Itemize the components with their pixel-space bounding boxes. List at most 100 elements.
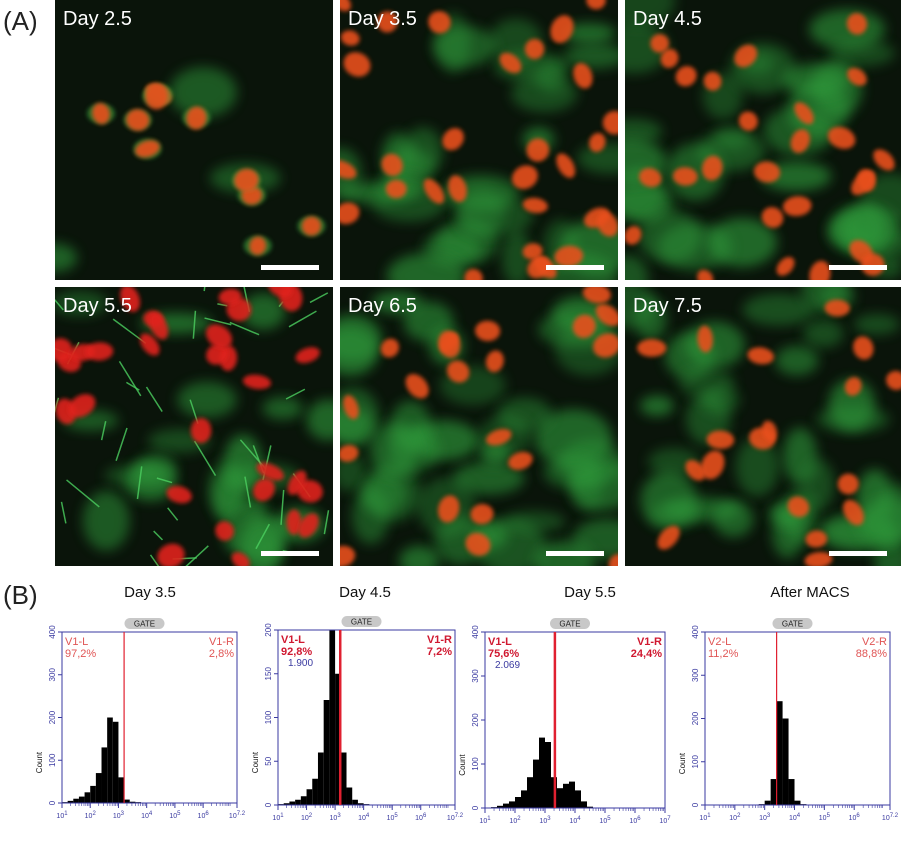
cytoplasm	[511, 75, 577, 112]
cytoplasm	[262, 397, 303, 420]
histogram-bar	[124, 800, 130, 803]
x-tick-label: 103	[759, 813, 771, 822]
image-bg	[55, 0, 333, 280]
x-tick-exponent: 3	[337, 813, 341, 819]
region-value: 11,2%	[708, 648, 739, 660]
x-tick-base: 10	[198, 813, 206, 820]
histogram-bar	[107, 718, 113, 804]
region-label: V1-L	[65, 636, 88, 648]
histogram-bar	[771, 779, 777, 805]
x-tick-exponent: 1	[487, 816, 491, 822]
x-tick-label: 107.2	[447, 813, 464, 822]
x-tick-base: 10	[539, 818, 547, 825]
x-tick-base: 10	[479, 818, 487, 825]
image-label: Day 2.5	[63, 8, 132, 30]
x-tick-base: 10	[659, 818, 667, 825]
region-value: 24,4%	[631, 648, 662, 660]
cytoplasm	[240, 519, 282, 577]
y-tick-label: 400	[471, 625, 480, 639]
cytoplasm	[775, 346, 818, 376]
region-value: 2,8%	[209, 648, 234, 660]
x-tick-exponent: 3	[547, 816, 551, 822]
x-tick-exponent: 6	[205, 811, 209, 817]
cytoplasm	[639, 210, 702, 263]
x-tick-base: 10	[330, 815, 338, 822]
histogram-bar	[96, 773, 102, 803]
histogram-bar	[85, 792, 91, 803]
x-tick-exponent: 7	[667, 816, 671, 822]
region-label: V1-R	[637, 636, 662, 648]
region-value: 7,2%	[427, 646, 452, 658]
scale-bar	[546, 265, 604, 270]
x-tick-base: 10	[849, 815, 857, 822]
x-tick-label: 106	[629, 816, 641, 825]
cytoplasm	[370, 423, 419, 479]
y-tick-label: 200	[48, 710, 57, 724]
y-tick-label: 200	[264, 623, 273, 637]
cytoplasm	[854, 314, 900, 335]
x-tick-label: 104	[569, 816, 581, 825]
cytoplasm	[352, 488, 389, 544]
region-value: 88,8%	[856, 648, 887, 660]
x-tick-base: 10	[358, 815, 366, 822]
x-tick-base: 10	[629, 818, 637, 825]
y-tick-label: 200	[471, 713, 480, 727]
x-tick-label: 102	[301, 813, 313, 822]
cytoplasm	[534, 541, 594, 585]
x-tick-label: 103	[330, 813, 342, 822]
histogram-bar	[777, 701, 783, 805]
y-tick-label: 200	[691, 711, 700, 725]
histogram-bar	[312, 779, 318, 805]
x-tick-label: 102	[509, 816, 521, 825]
x-tick-label: 106	[849, 813, 861, 822]
x-tick-exponent: 4	[577, 816, 581, 822]
micrograph: Day 6.5	[323, 282, 641, 585]
x-tick-exponent: 2	[737, 813, 741, 819]
y-tick-label: 50	[264, 756, 273, 765]
histogram-bar	[324, 700, 330, 805]
x-tick-label: 106	[198, 811, 210, 820]
histogram-bar	[533, 760, 539, 808]
histogram-bar	[307, 789, 313, 805]
x-tick-base: 10	[85, 813, 93, 820]
micrograph: Day 3.5	[320, 0, 642, 303]
image-label: Day 7.5	[633, 295, 702, 317]
marker-value: 1.900	[288, 658, 313, 669]
x-tick-label: 103	[539, 816, 551, 825]
histogram-bar	[102, 747, 108, 803]
scale-bar	[546, 551, 604, 556]
histogram-bar	[509, 801, 515, 808]
histogram-bar	[289, 802, 295, 806]
x-tick-label: 107.2	[229, 811, 246, 820]
x-tick-label: 102	[85, 811, 97, 820]
histogram-bar	[295, 800, 301, 805]
region-value: 97,2%	[65, 648, 96, 660]
histogram-bar	[318, 753, 324, 806]
x-tick-base: 10	[301, 815, 309, 822]
x-tick-base: 10	[759, 815, 767, 822]
y-tick-label: 0	[691, 802, 700, 807]
y-tick-label: 150	[264, 667, 273, 681]
cytoplasm	[742, 294, 814, 326]
x-tick-exponent: 3	[121, 811, 125, 817]
scale-bar	[829, 265, 887, 270]
x-tick-exponent: 5	[177, 811, 181, 817]
x-tick-base: 10	[447, 815, 455, 822]
cytoplasm	[803, 320, 844, 348]
x-tick-exponent: 2	[92, 811, 96, 817]
micrograph: Day 2.5	[33, 0, 333, 280]
y-tick-label: 100	[264, 710, 273, 724]
y-axis-label: Count	[678, 752, 687, 774]
nucleus	[637, 339, 666, 357]
x-tick-base: 10	[569, 818, 577, 825]
cytoplasm	[679, 367, 735, 399]
x-tick-exponent: 7.2	[455, 813, 464, 819]
image-label: Day 6.5	[348, 295, 417, 317]
region-value: 75,6%	[488, 648, 519, 660]
histogram-title: Day 5.5	[564, 584, 616, 601]
x-tick-exponent: 5	[607, 816, 611, 822]
x-tick-base: 10	[819, 815, 827, 822]
scale-bar	[261, 551, 319, 556]
histogram-title: Day 4.5	[339, 584, 391, 601]
x-tick-label: 104	[358, 813, 370, 822]
